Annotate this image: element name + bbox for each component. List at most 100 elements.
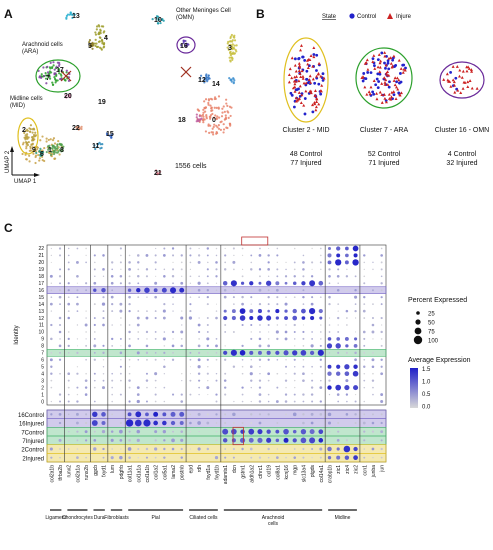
injured-point: [299, 101, 303, 105]
dot-mark: [189, 261, 192, 264]
umap-point: [40, 73, 43, 76]
umap-point: [226, 42, 229, 45]
injured-point: [313, 89, 317, 92]
dot-mark: [258, 379, 262, 382]
row-label: 17: [38, 281, 44, 287]
dot-mark: [311, 247, 313, 250]
injured-point: [378, 70, 382, 74]
dot-mark: [128, 309, 131, 313]
injured-point: [392, 90, 396, 93]
dot-mark: [50, 365, 53, 368]
dot-mark: [293, 330, 296, 333]
dot-mark: [128, 358, 131, 361]
dot-mark: [283, 437, 289, 443]
dot-mark: [363, 448, 366, 450]
umap-point: [51, 83, 55, 86]
umap-point: [28, 154, 31, 157]
umap-point: [34, 155, 37, 159]
dot-mark: [163, 365, 166, 369]
legend-control-label: Control: [357, 14, 376, 20]
umap-point: [29, 124, 33, 127]
dot-mark: [58, 323, 62, 327]
umap-point: [56, 61, 59, 64]
gene-label: col14a1: [319, 465, 325, 483]
dot-mark: [110, 438, 114, 442]
umap-point: [37, 153, 40, 157]
injured-point: [384, 63, 388, 67]
row-label: 2Control: [21, 448, 44, 454]
dot-mark: [172, 296, 174, 299]
injured-point: [394, 85, 398, 89]
dot-mark: [102, 359, 105, 361]
umap-point: [213, 106, 216, 109]
dot-mark: [371, 289, 374, 292]
dot-mark: [93, 351, 96, 354]
dot-mark: [301, 316, 306, 320]
dot-mark: [58, 358, 62, 361]
umap-point: [73, 13, 76, 16]
dot-mark: [241, 344, 244, 347]
umap-point: [205, 78, 208, 82]
dot-mark: [353, 385, 359, 391]
control-point: [399, 72, 402, 75]
dot-mark: [91, 420, 98, 426]
dot-mark: [302, 372, 305, 376]
injured-point: [459, 91, 463, 95]
dot-mark: [276, 261, 279, 264]
dot-mark: [258, 344, 262, 348]
dot-mark: [257, 350, 262, 355]
injured-point: [386, 70, 390, 74]
dot-mark: [85, 289, 88, 292]
dot-mark: [67, 379, 70, 382]
dot-mark: [128, 456, 131, 459]
dot-mark: [67, 337, 70, 341]
dot-mark: [319, 447, 323, 451]
dot-mark: [293, 289, 296, 291]
dot-mark: [137, 296, 140, 299]
dot-mark: [224, 448, 227, 450]
dot-mark: [327, 412, 332, 417]
dot-mark: [206, 358, 209, 361]
dot-mark: [380, 344, 383, 347]
dot-mark: [259, 324, 261, 326]
gene-label: runx2: [67, 465, 73, 478]
dot-mark: [93, 430, 96, 433]
umap-point: [58, 148, 62, 152]
umap-point: [34, 161, 37, 165]
dot-mark: [145, 400, 148, 403]
cluster-number-label: 21: [154, 170, 162, 177]
umap-point: [204, 130, 208, 133]
umap-point: [233, 39, 237, 42]
dot-mark: [154, 439, 157, 442]
dot-mark: [128, 267, 131, 271]
injured-point: [297, 97, 301, 100]
dot-mark: [92, 411, 98, 418]
umap-point: [211, 112, 214, 116]
umap-point: [225, 98, 228, 101]
umap-point: [209, 104, 212, 107]
control-point: [387, 67, 391, 71]
dot-mark: [258, 400, 262, 403]
dot-mark: [76, 351, 79, 354]
dot-mark: [137, 282, 140, 285]
injured-point: [372, 54, 376, 57]
dot-mark: [232, 422, 235, 424]
injured-point: [288, 67, 292, 71]
cluster-number-label: 0: [212, 117, 216, 124]
dot-mark: [336, 253, 341, 258]
dot-mark: [328, 274, 331, 278]
umap-point: [29, 145, 32, 148]
injured-point: [360, 76, 364, 79]
dot-mark: [267, 372, 271, 376]
dot-mark: [319, 254, 322, 257]
injured-point: [298, 84, 302, 88]
injured-point: [306, 66, 310, 70]
dot-mark: [268, 331, 270, 333]
dot-mark: [293, 247, 296, 250]
dot-mark: [371, 330, 375, 334]
color-legend-tick: 1.0: [422, 380, 431, 386]
dot-mark: [223, 268, 227, 271]
dot-mark: [328, 317, 331, 319]
dot-mark: [180, 438, 184, 442]
umap-point: [53, 77, 57, 80]
